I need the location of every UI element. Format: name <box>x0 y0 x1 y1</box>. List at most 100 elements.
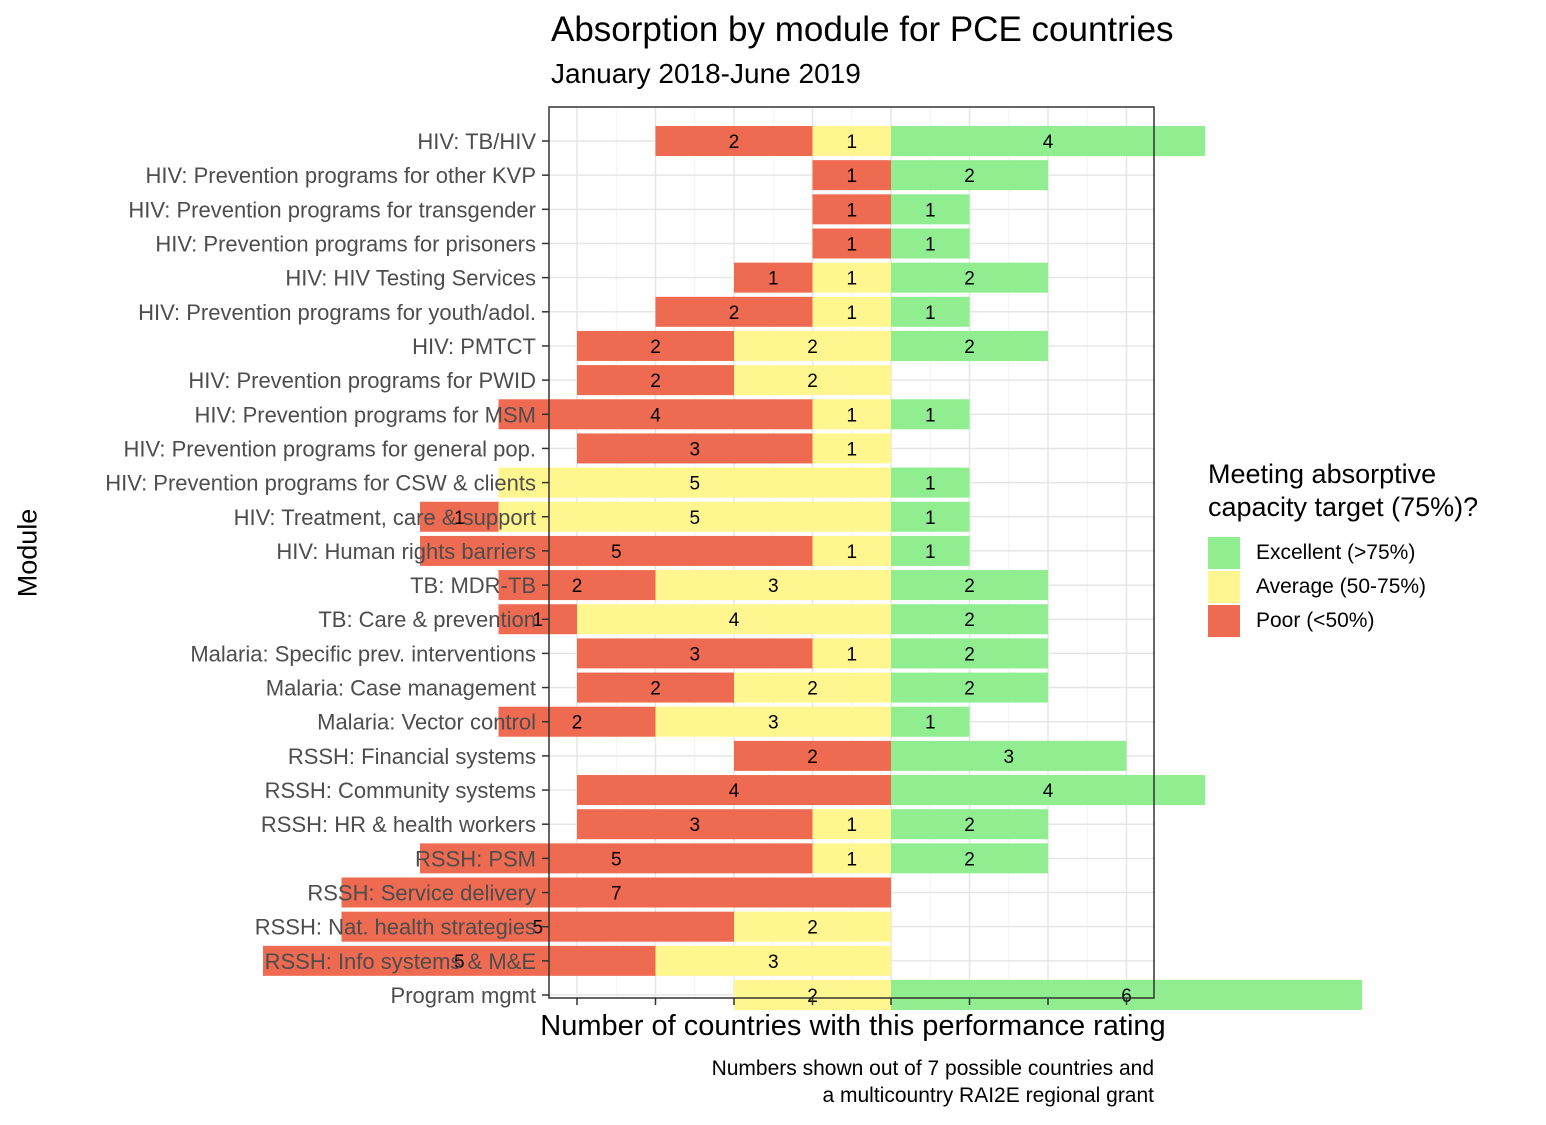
legend-title-line: capacity target (75%)? <box>1208 492 1479 522</box>
data-label-excellent: 1 <box>925 542 936 563</box>
y-tick-label: HIV: Prevention programs for general pop… <box>123 436 536 461</box>
data-label-average: 1 <box>846 644 857 665</box>
y-tick-label: RSSH: Community systems <box>265 778 536 803</box>
data-label-excellent: 1 <box>925 234 936 255</box>
data-label-excellent: 4 <box>1043 132 1054 153</box>
y-tick-label: HIV: Prevention programs for prisoners <box>155 231 536 256</box>
bar-average <box>812 126 891 156</box>
bar-poor <box>577 433 813 464</box>
panel-border <box>548 106 1155 999</box>
data-label-excellent: 1 <box>925 474 936 495</box>
bar-average <box>577 604 891 635</box>
bar-poor <box>577 809 813 840</box>
data-label-poor: 2 <box>572 713 583 734</box>
data-label-average: 3 <box>768 576 779 597</box>
data-label-excellent: 2 <box>964 337 975 358</box>
bar-poor <box>420 843 813 874</box>
bar-excellent <box>891 228 970 259</box>
bar-average <box>498 467 891 498</box>
bar-excellent <box>891 604 1048 635</box>
bar-excellent <box>891 467 970 498</box>
data-label-excellent: 2 <box>964 815 975 836</box>
data-label-average: 1 <box>846 269 857 290</box>
bar-average <box>812 262 891 293</box>
data-label-excellent: 2 <box>964 269 975 290</box>
data-label-average: 1 <box>846 542 857 563</box>
y-tick-label: HIV: PMTCT <box>412 334 536 359</box>
y-tick-label: Malaria: Vector control <box>317 710 536 735</box>
legend-key-average <box>1208 571 1240 603</box>
bar-excellent <box>891 740 1127 771</box>
data-label-average: 2 <box>807 337 818 358</box>
data-label-poor: 2 <box>807 747 818 768</box>
data-label-poor: 2 <box>650 371 661 392</box>
bar-poor <box>577 775 891 806</box>
data-label-excellent: 2 <box>964 644 975 665</box>
y-tick-label: HIV: Treatment, care & support <box>234 505 536 530</box>
bar-poor <box>577 672 734 703</box>
bar-poor <box>263 945 656 976</box>
legend-item-excellent: Excellent (>75%) <box>1208 536 1478 570</box>
data-label-poor: 2 <box>650 679 661 700</box>
y-tick-label: RSSH: Nat. health strategies <box>255 915 536 940</box>
bar-average <box>812 638 891 669</box>
data-label-average: 1 <box>846 815 857 836</box>
data-label-average: 4 <box>729 610 740 631</box>
data-label-average: 1 <box>846 132 857 153</box>
y-tick-label: HIV: Prevention programs for transgender <box>128 197 536 222</box>
caption: Numbers shown out of 7 possible countrie… <box>712 1055 1154 1109</box>
bar-excellent <box>891 296 970 327</box>
y-tick-label: RSSH: Financial systems <box>288 744 536 769</box>
y-tick-label: RSSH: HR & health workers <box>261 812 536 837</box>
data-label-average: 1 <box>846 303 857 324</box>
data-label-poor: 1 <box>532 610 543 631</box>
y-tick-label: HIV: Prevention programs for other KVP <box>146 163 536 188</box>
bar-excellent <box>891 535 970 566</box>
bar-excellent <box>891 194 970 225</box>
data-label-poor: 3 <box>689 815 700 836</box>
legend-item-average: Average (50-75%) <box>1208 570 1478 604</box>
data-label-excellent: 4 <box>1043 781 1054 802</box>
bar-average <box>812 843 891 874</box>
bar-excellent <box>891 262 1048 293</box>
data-label-excellent: 1 <box>925 303 936 324</box>
legend-key-excellent <box>1208 537 1240 569</box>
bar-poor <box>498 570 656 601</box>
data-label-poor: 1 <box>846 234 857 255</box>
data-label-excellent: 1 <box>925 405 936 426</box>
data-label-excellent: 2 <box>964 849 975 870</box>
data-label-average: 1 <box>846 439 857 460</box>
bar-average <box>812 433 891 464</box>
bar-poor <box>655 126 813 156</box>
bar-excellent <box>891 706 970 737</box>
bar-poor <box>734 262 813 293</box>
data-label-excellent: 1 <box>925 508 936 529</box>
bar-excellent <box>891 672 1048 703</box>
bar-poor <box>498 706 656 737</box>
y-tick-label: TB: Care & prevention <box>318 607 536 632</box>
legend-label-poor: Poor (<50%) <box>1256 609 1375 632</box>
legend-item-poor: Poor (<50%) <box>1208 604 1478 638</box>
chart-title: Absorption by module for PCE countries <box>551 10 1174 49</box>
bar-excellent <box>891 330 1048 361</box>
data-label-poor: 1 <box>846 200 857 221</box>
data-label-poor: 2 <box>650 337 661 358</box>
data-label-poor: 4 <box>650 405 661 426</box>
y-tick-label: HIV: Prevention programs for MSM <box>194 402 536 427</box>
legend-label-excellent: Excellent (>75%) <box>1256 541 1416 564</box>
data-label-poor: 4 <box>729 781 740 802</box>
data-label-excellent: 2 <box>964 610 975 631</box>
y-tick-label: HIV: HIV Testing Services <box>285 266 536 291</box>
y-tick-label: RSSH: PSM <box>415 846 536 871</box>
data-label-poor: 2 <box>729 132 740 153</box>
bar-average <box>812 809 891 840</box>
bar-poor <box>577 638 813 669</box>
legend-key-poor <box>1208 605 1240 637</box>
y-tick-label: HIV: Human rights barriers <box>276 539 536 564</box>
data-label-poor: 7 <box>611 884 622 905</box>
data-label-excellent: 6 <box>1121 986 1132 1007</box>
caption-line: a multicountry RAI2E regional grant <box>822 1084 1155 1107</box>
data-label-average: 2 <box>807 918 818 939</box>
x-axis-label: Number of countries with this performanc… <box>540 1010 1166 1042</box>
data-label-poor: 5 <box>454 952 465 973</box>
